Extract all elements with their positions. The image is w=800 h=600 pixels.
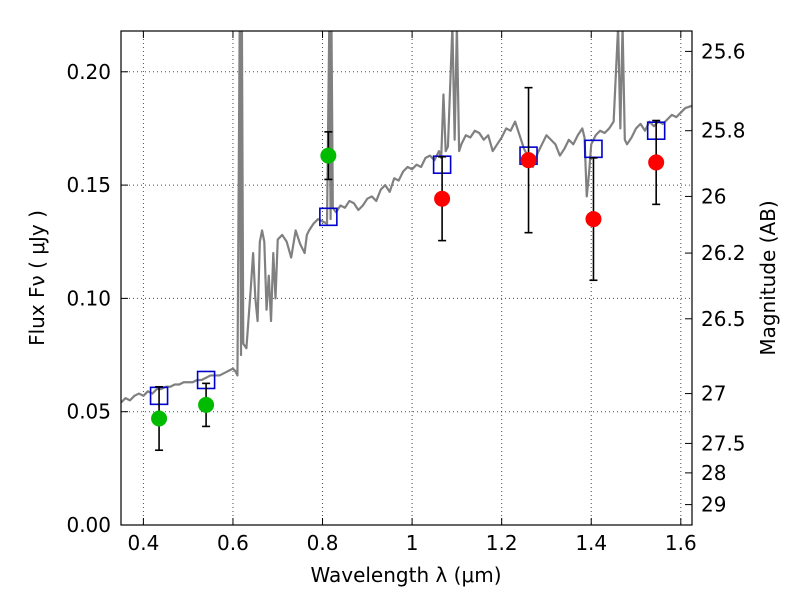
observed-point <box>198 396 215 413</box>
x-axis-label: Wavelength λ (μm) <box>310 563 501 587</box>
x-tick-label: 1.4 <box>575 531 607 555</box>
model-photometry-square <box>584 139 603 159</box>
x-tick-label: 1.2 <box>486 531 518 555</box>
right-tick-label: 29 <box>701 493 726 517</box>
x-tick-label: 0.8 <box>307 531 339 555</box>
y-tick-label: 0.05 <box>66 400 111 424</box>
plot-frame <box>120 30 693 526</box>
grid <box>121 31 692 526</box>
right-tick-label: 25.8 <box>701 119 746 143</box>
right-tick-label: 27.5 <box>701 431 746 455</box>
observed-point <box>151 410 168 427</box>
model-photometry-square <box>319 207 338 227</box>
observed-point <box>520 152 537 169</box>
x-tick-label: 1 <box>406 531 419 555</box>
marker-layer <box>149 86 666 452</box>
right-tick-label: 28 <box>701 461 726 485</box>
observed-point <box>434 190 451 207</box>
right-tick-label: 27 <box>701 382 726 406</box>
right-tick-label: 26.5 <box>701 307 746 331</box>
right-tick-label: 26 <box>701 184 726 208</box>
x-tick-label: 0.4 <box>127 531 159 555</box>
series-layer <box>121 31 692 404</box>
x-tick-label: 0.6 <box>217 531 249 555</box>
right-tick-label: 26.2 <box>701 241 746 265</box>
right-tick-label: 25.6 <box>701 39 746 63</box>
y-axis-label: Flux Fν ( μJy ) <box>25 210 49 346</box>
y-tick-label: 0.00 <box>66 513 111 537</box>
y-tick-label: 0.15 <box>66 173 111 197</box>
y-tick-label: 0.20 <box>66 60 111 84</box>
x-tick-label: 1.6 <box>665 531 697 555</box>
observed-point <box>585 211 602 228</box>
y-tick-label: 0.10 <box>66 286 111 310</box>
sed-line <box>121 31 692 404</box>
right-axis-label: Magnitude (AB) <box>756 200 780 355</box>
observed-point <box>320 147 337 164</box>
axes: 0.4 0.6 0.8 1 1.2 1.4 1.6 0.00 0.05 0.10 0.15 0.20 2… <box>66 31 746 555</box>
observed-point <box>648 154 665 171</box>
